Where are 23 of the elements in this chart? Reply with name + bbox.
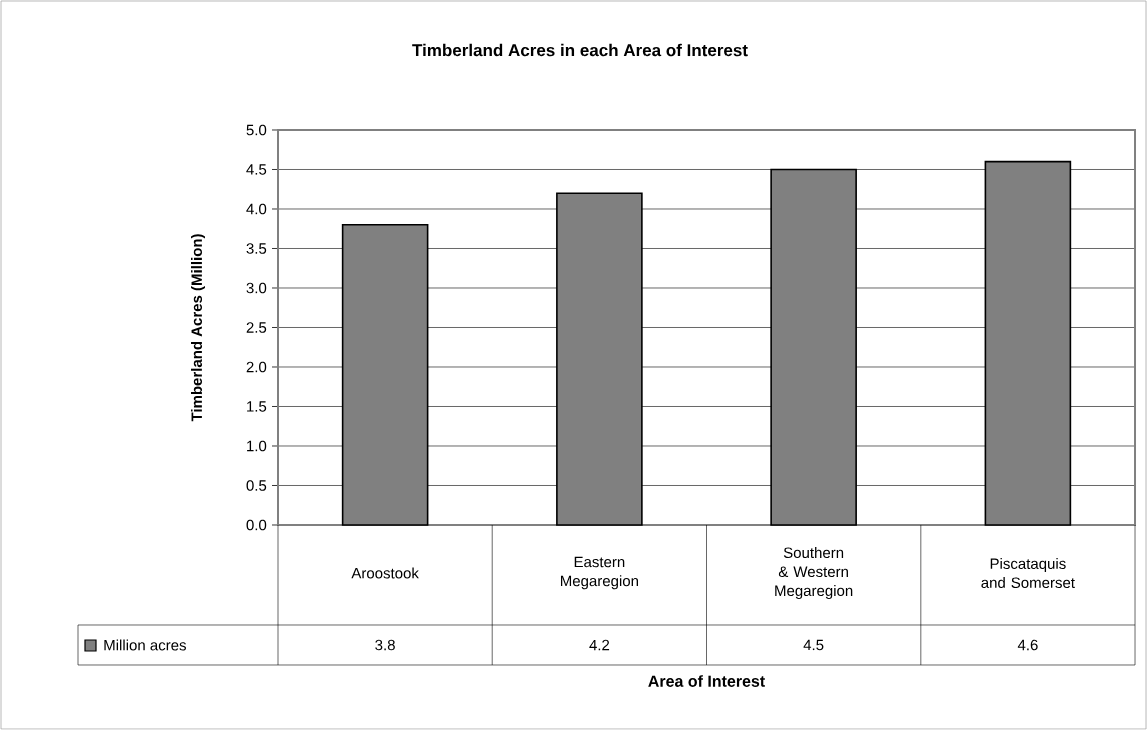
data-label: 4.6 [1017, 639, 1038, 651]
x-tick-label: Aroostook [351, 567, 419, 579]
y-tick-label: 2.5 [246, 322, 267, 333]
y-tick-label: 4.5 [246, 164, 267, 175]
y-tick-label: 3.0 [246, 282, 267, 294]
y-tick-label: 1.5 [247, 401, 267, 412]
y-tick-label: 0.0 [246, 519, 267, 531]
x-tick-label: Eastern Megaregion [560, 556, 638, 590]
y-tick-label: 3.5 [246, 243, 267, 254]
y-tick-label: 5.0 [246, 124, 267, 136]
y-axis-title: Timberland Acres (Million) [191, 234, 205, 422]
y-tick-label: 0.5 [246, 480, 267, 491]
x-axis-title: Area of Interest [648, 675, 765, 687]
y-tick-label: 4.0 [246, 203, 267, 215]
y-tick-label: 2.0 [246, 361, 267, 373]
legend-label: Million acres [104, 639, 186, 651]
y-tick-label: 1.0 [247, 440, 267, 452]
data-label: 4.5 [803, 639, 824, 651]
x-tick-label: Piscataquis and Somerset [981, 557, 1075, 588]
x-tick-label: Southern & Western Megaregion [775, 547, 853, 599]
data-label: 3.8 [375, 639, 395, 651]
data-label: 4.2 [589, 639, 610, 651]
chart-title: Timberland Acres in each Area of Interest [412, 43, 748, 57]
